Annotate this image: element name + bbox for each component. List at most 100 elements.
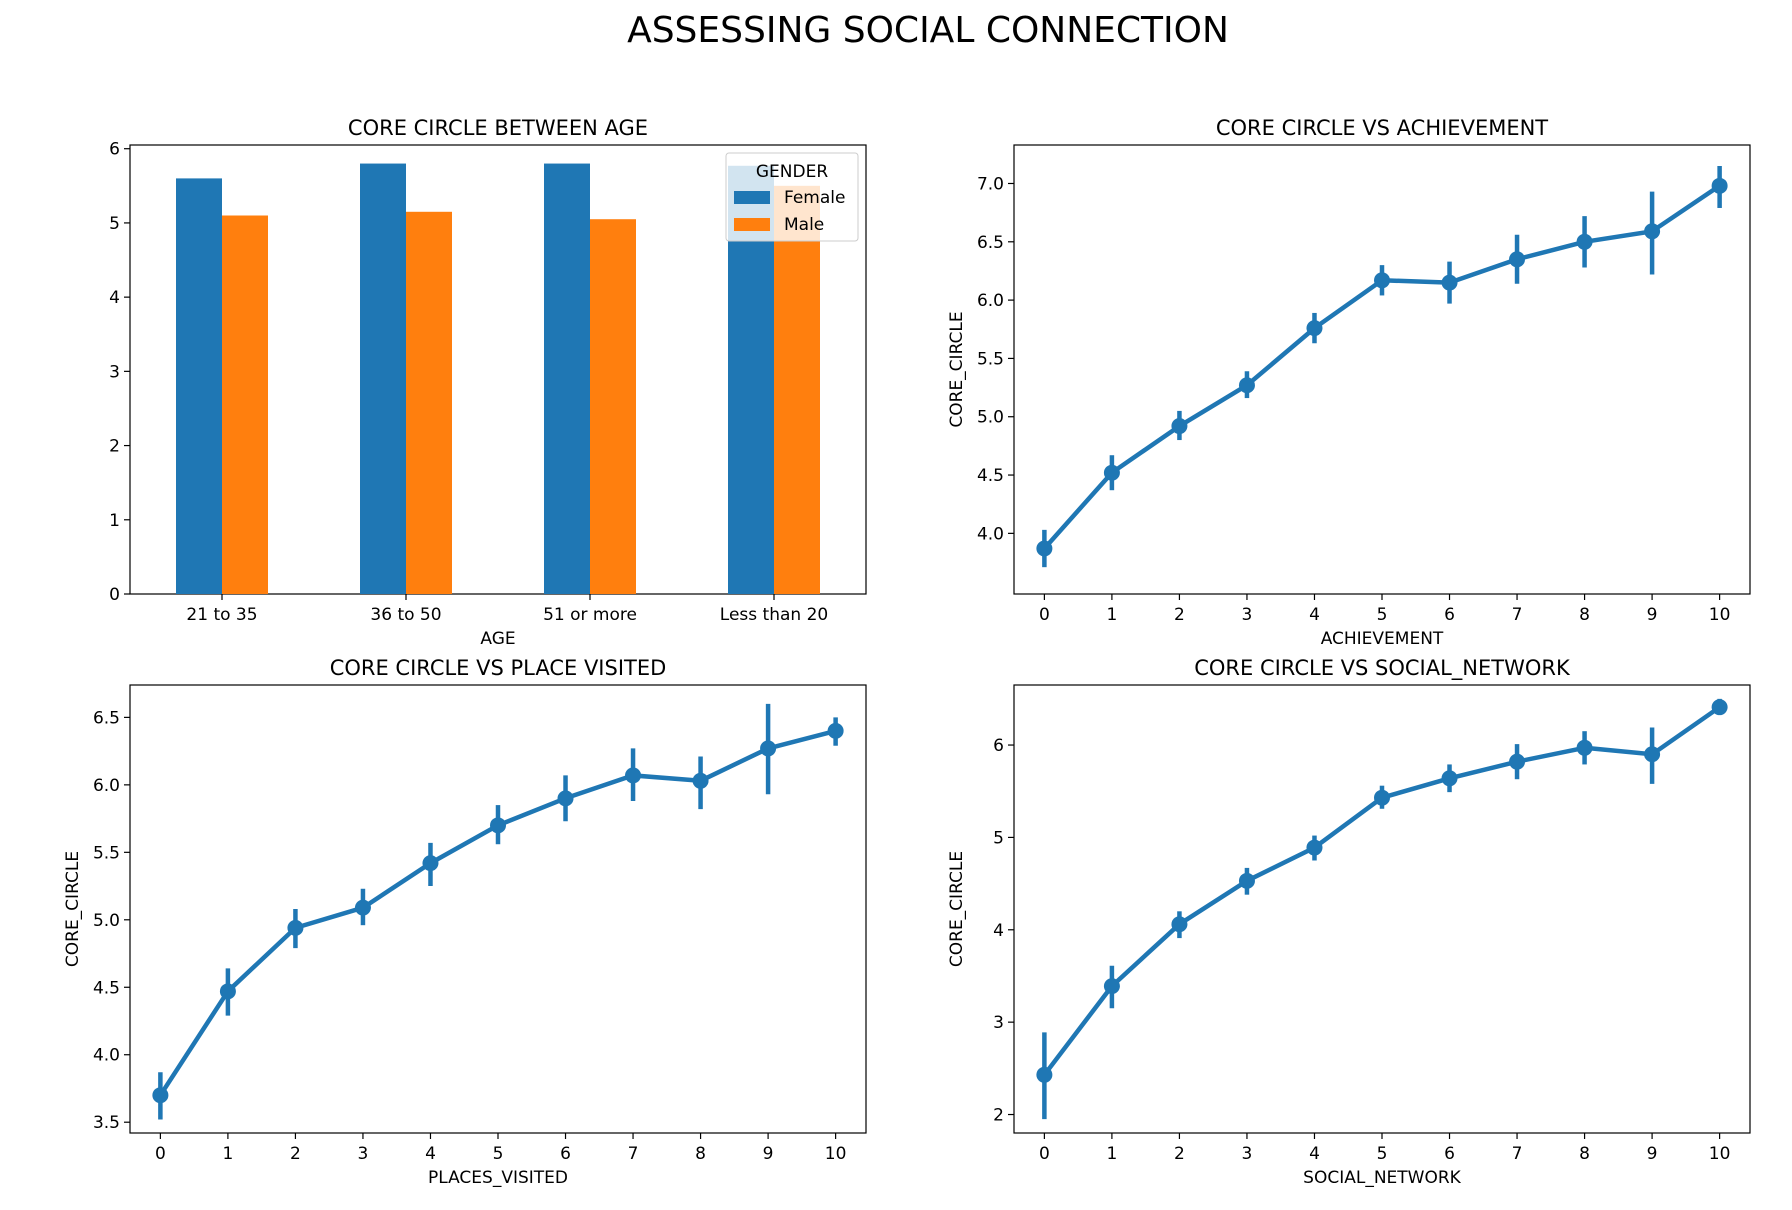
series-line — [158, 728, 837, 1097]
y-tick-label: 5.5 — [977, 349, 1004, 369]
data-point — [1644, 223, 1661, 240]
y-tick-label: 7.0 — [977, 174, 1004, 194]
y-tick-label: 2 — [993, 1106, 1004, 1126]
panel-title: CORE CIRCLE VS PLACE VISITED — [330, 656, 667, 680]
y-axis-label: CORE_CIRCLE — [947, 311, 967, 427]
bar-male — [406, 211, 452, 594]
x-tick-label: 7 — [1512, 1144, 1523, 1164]
data-point — [1374, 789, 1390, 806]
panel-2: CORE CIRCLE VS ACHIEVEMENT 4.0 4.5 5.0 5.5 6.… — [947, 116, 1751, 649]
x-tick-label: 10 — [1709, 1144, 1731, 1164]
y-tick-label: 0 — [109, 585, 120, 605]
x-tick-label: 7 — [1512, 605, 1523, 625]
axes-frame — [1013, 144, 1751, 595]
data-point — [1036, 540, 1053, 557]
legend-title: GENDER — [756, 162, 828, 182]
x-tick-label: 7 — [628, 1144, 639, 1164]
data-point — [1171, 916, 1188, 933]
y-tick-label: 4 — [993, 921, 1004, 941]
x-tick-label: 36 to 50 — [370, 605, 441, 625]
x-tick-label: 6 — [1444, 605, 1455, 625]
x-tick-label: 10 — [1709, 605, 1731, 625]
y-tick-label: 6 — [993, 736, 1004, 756]
panel-4: CORE CIRCLE VS SOCIAL_NETWORK 2 3 4 5 6 SOCIAL… — [947, 656, 1751, 1188]
y-tick-label: 5.0 — [977, 408, 1004, 428]
x-tick-label: 1 — [1106, 1144, 1117, 1164]
y-tick-label: 5 — [993, 828, 1004, 848]
y-tick-label: 1 — [109, 511, 120, 531]
data-point — [1576, 739, 1593, 756]
y-tick-label: 4.0 — [977, 524, 1004, 544]
y-tick-label: 6 — [109, 140, 120, 160]
bar-female — [360, 163, 406, 595]
data-point — [1171, 418, 1188, 435]
data-point — [827, 722, 844, 739]
x-tick-label: 0 — [1039, 605, 1050, 625]
legend-swatch — [734, 191, 770, 204]
series-line — [1042, 183, 1721, 550]
data-point — [1306, 839, 1323, 856]
legend-label: Male — [784, 215, 824, 235]
x-tick-label: 51 or more — [543, 605, 637, 625]
data-point — [422, 855, 439, 872]
bar-female — [176, 178, 222, 594]
data-point — [354, 899, 371, 916]
data-point — [1306, 320, 1323, 337]
data-point — [1644, 746, 1661, 763]
figure-title: ASSESSING SOCIAL CONNECTION — [627, 10, 1229, 51]
x-tick-label: 21 to 35 — [186, 605, 257, 625]
x-tick-label: 3 — [1242, 1144, 1253, 1164]
x-tick-label: 4 — [1309, 605, 1320, 625]
bar-male — [774, 185, 820, 594]
data-point — [219, 983, 236, 1000]
data-point — [1103, 464, 1120, 481]
x-tick-label: Less than 20 — [720, 605, 828, 625]
x-tick-label: 2 — [290, 1144, 301, 1164]
data-point — [1441, 770, 1458, 787]
data-point — [557, 790, 574, 807]
y-tick-label: 3 — [993, 1013, 1004, 1033]
y-axis-label: CORE_CIRCLE — [947, 851, 967, 967]
x-tick-label: 4 — [1309, 1144, 1320, 1164]
y-tick-label: 3 — [109, 362, 120, 382]
x-axis-label: PLACES_VISITED — [428, 1168, 568, 1188]
y-tick-label: 5.0 — [93, 911, 120, 931]
x-tick-label: 1 — [222, 1144, 233, 1164]
data-point — [1711, 699, 1728, 716]
data-point — [152, 1087, 169, 1104]
x-tick-label: 2 — [1174, 1144, 1185, 1164]
data-point — [1036, 1066, 1053, 1083]
x-tick-label: 10 — [825, 1144, 847, 1164]
x-tick-label: 9 — [1647, 605, 1658, 625]
y-tick-label: 6.0 — [977, 291, 1004, 311]
data-point — [692, 772, 709, 789]
y-tick-label: 5 — [109, 214, 120, 234]
panel-3: CORE CIRCLE VS PLACE VISITED 3.5 4.0 4.5 5.0… — [63, 656, 867, 1188]
x-tick-label: 6 — [560, 1144, 571, 1164]
x-tick-label: 5 — [1377, 605, 1388, 625]
data-point — [760, 740, 777, 757]
x-tick-label: 5 — [493, 1144, 504, 1164]
x-tick-label: 3 — [1242, 605, 1253, 625]
x-tick-label: 9 — [763, 1144, 774, 1164]
x-axis-label: AGE — [480, 629, 515, 649]
data-point — [1576, 233, 1593, 250]
panel-title: CORE CIRCLE BETWEEN AGE — [348, 116, 648, 140]
y-tick-label: 4.5 — [977, 466, 1004, 486]
x-tick-label: 8 — [695, 1144, 706, 1164]
data-point — [625, 767, 642, 784]
panel-title: CORE CIRCLE VS ACHIEVEMENT — [1216, 116, 1548, 140]
axes-frame — [129, 144, 867, 595]
x-tick-label: 6 — [1444, 1144, 1455, 1164]
x-tick-label: 4 — [425, 1144, 436, 1164]
bar-female — [544, 163, 590, 595]
y-tick-label: 4 — [109, 288, 120, 308]
data-point — [1509, 251, 1526, 268]
data-point — [490, 817, 506, 834]
y-tick-label: 6.5 — [93, 708, 120, 728]
data-point — [1238, 377, 1255, 394]
panel-1: CORE CIRCLE BETWEEN AGE 0 1 2 3 4 5 6 AGE 21 to 3… — [109, 116, 867, 649]
chart-panels: CORE CIRCLE BETWEEN AGE 0 1 2 3 4 5 6 AGE 21 to 3… — [63, 116, 1751, 1188]
x-tick-label: 9 — [1647, 1144, 1658, 1164]
